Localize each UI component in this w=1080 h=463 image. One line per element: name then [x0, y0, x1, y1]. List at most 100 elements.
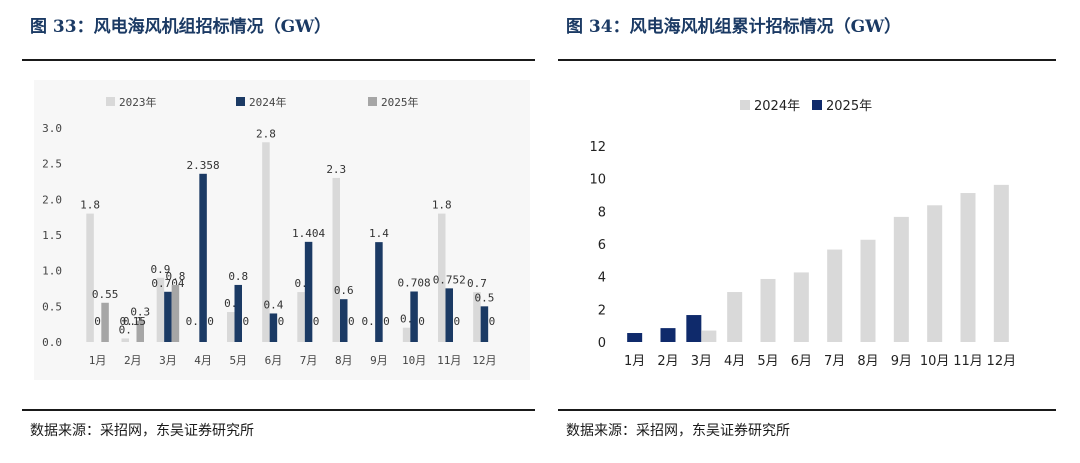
left-data-label: 0: [207, 315, 214, 328]
left-y-tick-label: 1.0: [42, 265, 62, 278]
left-data-label: 0.4: [263, 298, 283, 311]
right-panel: 图 34：风电海风机组累计招标情况（GW） 0 2 4 6 8 10 12 2024年 2025…: [558, 0, 1056, 463]
left-data-label: 0.15: [120, 315, 147, 328]
right-bar: [960, 193, 976, 342]
left-data-label: 0.9: [150, 263, 170, 276]
right-top-rule: [558, 59, 1056, 61]
right-bar: [860, 239, 876, 342]
right-y-tick-label: 0: [598, 336, 606, 351]
right-bar: [760, 278, 776, 342]
left-legend-label: 2024年: [249, 95, 287, 109]
left-data-label: 0.55: [92, 288, 119, 301]
left-data-label: 0: [453, 315, 460, 328]
left-x-tick-label: 3月: [159, 354, 177, 367]
right-legend-label: 2025年: [826, 99, 872, 114]
left-legend-label: 2025年: [381, 95, 419, 109]
left-data-label: 2.8: [256, 127, 276, 140]
right-bar: [660, 328, 676, 342]
left-bottom-rule: [22, 409, 535, 411]
right-x-tick-label: 10月: [920, 354, 950, 369]
left-data-label: 0.6: [334, 284, 354, 297]
left-data-label: 0: [278, 315, 285, 328]
left-bar: [438, 213, 446, 342]
left-data-label: 0: [348, 315, 355, 328]
right-figure-title: 图 34：风电海风机组累计招标情况（GW）: [566, 17, 902, 37]
left-bar: [375, 242, 383, 342]
left-data-label: 1.404: [292, 227, 325, 240]
left-bar: [269, 313, 278, 342]
left-bar: [402, 327, 411, 342]
left-source: 数据来源：采招网，东吴证券研究所: [30, 423, 254, 439]
left-data-label: 0: [383, 315, 390, 328]
left-bar: [171, 284, 180, 342]
right-bar: [927, 205, 943, 342]
left-data-label: 0.3: [130, 306, 150, 319]
left-y-tick-label: 2.0: [42, 193, 62, 206]
left-legend-swatch: [236, 97, 245, 106]
left-data-label: 0: [242, 315, 249, 328]
left-bar: [227, 312, 235, 342]
left-data-label: 0.5: [474, 291, 494, 304]
right-y-tick-label: 8: [598, 205, 606, 220]
left-legend-swatch: [106, 97, 115, 106]
right-source: 数据来源：采招网，东吴证券研究所: [566, 423, 790, 439]
left-bar: [164, 291, 172, 342]
right-y-tick-label: 12: [589, 140, 606, 155]
right-bar: [627, 333, 643, 342]
right-bar: [993, 184, 1009, 342]
right-legend-swatch: [740, 100, 750, 110]
left-data-label: 1.8: [432, 199, 452, 212]
left-data-label: 1.8: [80, 199, 100, 212]
left-bar: [234, 284, 242, 342]
left-legend-label: 2023年: [119, 95, 157, 109]
right-x-tick-label: 8月: [857, 354, 878, 369]
left-x-tick-label: 12月: [472, 354, 496, 367]
right-bar: [893, 216, 909, 342]
left-x-tick-label: 7月: [300, 354, 318, 367]
right-y-tick-label: 10: [589, 173, 606, 188]
right-x-tick-label: 5月: [757, 354, 778, 369]
left-bar: [262, 142, 270, 342]
left-bar: [410, 291, 418, 342]
left-data-label: 0.: [119, 323, 132, 336]
left-top-rule: [22, 59, 535, 61]
left-data-label: 0: [94, 315, 101, 328]
left-x-tick-label: 11月: [437, 354, 461, 367]
left-bar: [340, 299, 348, 342]
right-x-tick-label: 7月: [824, 354, 845, 369]
right-bottom-rule: [558, 409, 1056, 411]
left-bar: [199, 173, 207, 342]
left-legend-swatch: [368, 97, 377, 106]
left-bar: [332, 177, 340, 342]
left-x-tick-label: 1月: [89, 354, 107, 367]
left-bar: [156, 277, 165, 342]
right-chart: 0 2 4 6 8 10 12 2024年 2025年 1月 2月 3月 4月 5月 6月 7月 8月 9月 10月…: [589, 99, 1017, 369]
left-figure-title: 图 33：风电海风机组招标情况（GW）: [30, 17, 332, 37]
left-y-tick-label: 0.5: [42, 300, 62, 313]
right-x-tick-label: 9月: [891, 354, 912, 369]
left-data-label: 0.7: [467, 277, 487, 290]
left-data-label: 0.: [400, 313, 413, 326]
left-data-label: 0: [313, 315, 320, 328]
left-data-label: 1.4: [369, 227, 389, 240]
right-x-tick-label: 11月: [953, 354, 983, 369]
left-data-label: 0: [489, 315, 496, 328]
right-bar: [686, 315, 702, 342]
right-x-tick-label: 4月: [724, 354, 745, 369]
left-x-tick-label: 4月: [194, 354, 212, 367]
left-bar: [304, 241, 313, 342]
right-x-tick-label: 12月: [987, 354, 1017, 369]
right-y-tick-label: 4: [598, 271, 606, 286]
left-bar: [136, 320, 144, 342]
right-x-tick-label: 3月: [691, 354, 712, 369]
left-data-label: 0.8: [165, 270, 185, 283]
left-bar: [473, 292, 481, 342]
right-legend-label: 2024年: [754, 99, 800, 114]
left-bar: [121, 338, 129, 342]
left-y-tick-label: 2.5: [42, 158, 62, 171]
left-y-tick-label: 3.0: [42, 122, 62, 135]
left-bar: [445, 288, 453, 342]
right-x-tick-label: 6月: [791, 354, 812, 369]
right-bar: [701, 330, 717, 342]
